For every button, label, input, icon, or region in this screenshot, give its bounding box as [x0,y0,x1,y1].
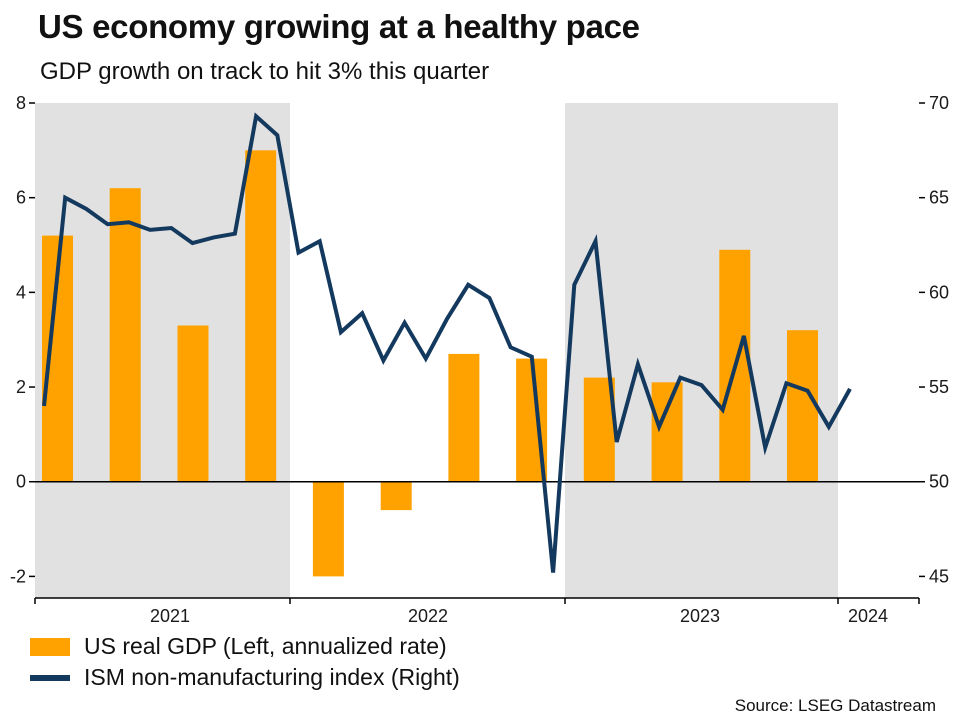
left-axis-label: 0 [16,472,26,492]
left-axis-label: 6 [16,188,26,208]
right-axis-label: 45 [929,566,949,586]
right-axis-label: 65 [929,188,949,208]
gdp-bar [177,325,209,482]
source-credit: Source: LSEG Datastream [734,696,936,715]
ism-line [42,112,852,573]
chart-title: US economy growing at a healthy pace [38,8,640,45]
left-axis-label: 4 [16,282,26,302]
gdp-bar [583,377,615,482]
gdp-bar [651,382,683,482]
right-axis-label: 70 [929,93,949,113]
legend: US real GDP (Left, annualized rate) ISM … [30,631,460,693]
left-axis-label: 2 [16,377,26,397]
legend-label-ism: ISM non-manufacturing index (Right) [84,664,460,690]
gdp-bar [109,188,141,482]
legend-label-gdp: US real GDP (Left, annualized rate) [84,633,447,659]
x-axis-year-label: 2023 [680,606,720,626]
right-axis-label: 60 [929,282,949,302]
ism-line-swatch [30,674,70,681]
gdp-bar [245,150,277,482]
gdp-bar [380,481,412,511]
gdp-bar [787,330,818,482]
legend-item-gdp: US real GDP (Left, annualized rate) [30,631,460,662]
legend-item-ism: ISM non-manufacturing index (Right) [30,662,460,693]
gdp-bar [448,353,480,482]
x-axis-year-label: 2024 [848,606,888,626]
right-axis-label: 55 [929,377,949,397]
x-axis-year-label: 2021 [150,606,190,626]
x-axis-year-label: 2022 [408,606,448,626]
left-axis-label: 8 [16,93,26,113]
left-axis-label: -2 [10,566,26,586]
gdp-bar [312,481,344,577]
gdp-bar-swatch [30,637,70,656]
right-axis-label: 50 [929,472,949,492]
chart-subtitle: GDP growth on track to hit 3% this quart… [40,58,490,85]
